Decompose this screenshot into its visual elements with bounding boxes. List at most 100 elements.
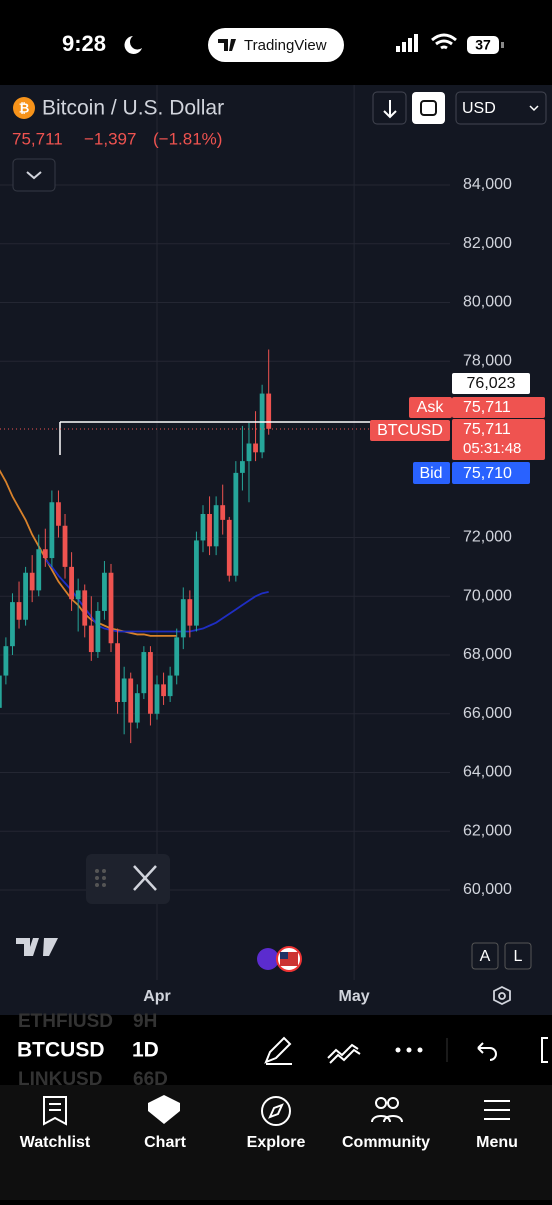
tab-label[interactable]: Watchlist (20, 1134, 91, 1151)
tab-bar (0, 1085, 552, 1200)
watchlist-icon[interactable] (43, 1096, 67, 1126)
tv-watermark (16, 938, 58, 956)
candle-body (62, 525, 68, 567)
plot: 60,000 62,000 64,000 66,000 68,000 70,000 72,0… (0, 85, 512, 1005)
candle-body (207, 514, 212, 547)
moving-average (0, 469, 177, 637)
candle-body (36, 549, 42, 591)
candle-body (233, 472, 239, 576)
candle-body (29, 572, 35, 591)
log-scale-button[interactable] (504, 942, 532, 970)
candle-body (220, 505, 226, 520)
drag-handle (95, 869, 106, 887)
compare-button[interactable] (412, 92, 445, 124)
compare-icon (420, 100, 437, 116)
countdown: 05:31:48 (463, 440, 521, 457)
tab-label[interactable]: Menu (476, 1134, 518, 1151)
auto-scale-button[interactable] (471, 942, 499, 970)
toolbar-interval[interactable]: 1D (132, 1039, 159, 1062)
candle-body (246, 443, 252, 462)
draw-icon[interactable] (264, 1036, 292, 1065)
settings-dot (498, 992, 506, 1000)
menu-icon[interactable] (484, 1100, 510, 1120)
flag-canton (280, 952, 288, 959)
more-icon[interactable] (395, 1047, 423, 1053)
undo-icon[interactable] (477, 1042, 497, 1061)
candle-body (174, 637, 180, 676)
close-x[interactable] (133, 865, 157, 891)
high-price: 76,023 (467, 375, 516, 392)
chart-icon[interactable] (148, 1095, 180, 1124)
y-tick-label: 84,000 (463, 176, 512, 193)
ghost-symbol-below: LINKUSD (18, 1069, 102, 1090)
ghost-interval-above: 9H (133, 1011, 157, 1032)
collapse-button[interactable] (12, 158, 56, 192)
symbol-name: Bitcoin / U.S. Dollar (42, 97, 224, 120)
candle-body (180, 599, 186, 638)
ai-badge[interactable] (257, 948, 279, 970)
header-change-pct: (−1.81%) (153, 129, 222, 148)
ask-label: Ask (417, 399, 445, 416)
indicator-icon[interactable] (327, 1043, 361, 1064)
community-bodies (371, 1115, 403, 1123)
candle-body (82, 590, 88, 626)
candle-body (121, 678, 127, 702)
candle-body (56, 502, 61, 526)
symbol-tag (370, 420, 450, 441)
toolbar-row (0, 1034, 552, 1066)
battery-level: 37 (475, 37, 491, 53)
bid-tag (413, 462, 450, 484)
toolbar-symbol[interactable]: BTCUSD (17, 1039, 105, 1062)
redo-icon[interactable] (541, 1037, 548, 1063)
tab-label[interactable]: Explore (247, 1134, 306, 1151)
candle-body (0, 675, 2, 708)
y-tick-label: 68,000 (463, 646, 512, 663)
candle-body (141, 652, 147, 694)
app-pill[interactable] (208, 28, 344, 62)
floating-panel (86, 854, 170, 904)
candle-body (69, 566, 74, 600)
app-name: TradingView (244, 37, 327, 54)
candle-body (200, 514, 206, 541)
bid-label: Bid (419, 465, 442, 482)
candle-body (240, 461, 245, 473)
header-price: 75,711 (12, 129, 63, 148)
candle-body (128, 678, 134, 723)
last-box (452, 419, 545, 460)
x-tick-label: May (339, 988, 370, 1005)
time: 9:28 (62, 31, 106, 56)
candle-body (42, 549, 48, 559)
select-caret (529, 105, 539, 112)
tab-labels: Watchlist Chart Explore Community Menu (20, 1134, 518, 1151)
tv-logo (218, 39, 236, 51)
candle-body (115, 643, 120, 702)
candle-body (75, 590, 81, 600)
candle-body (16, 602, 22, 620)
candle-body (187, 599, 193, 626)
currency: USD (462, 100, 496, 117)
candle-body (259, 393, 265, 453)
settings-icon[interactable] (493, 985, 511, 1006)
signal-icon (396, 34, 418, 52)
candle-body (102, 572, 107, 611)
ask-tag (409, 397, 452, 418)
chevron (26, 171, 42, 180)
tab-label[interactable]: Chart (144, 1134, 186, 1151)
tab-label[interactable]: Community (342, 1134, 430, 1151)
candle-body (134, 693, 140, 723)
ask-box (452, 397, 545, 418)
candle-body (253, 443, 258, 453)
currency-select[interactable] (455, 91, 547, 125)
explore-icon[interactable] (261, 1096, 291, 1126)
ghost-interval-below: 66D (133, 1069, 168, 1090)
symbol-label: BTCUSD (377, 422, 443, 439)
community-icon[interactable] (375, 1097, 387, 1109)
community-icon-2 (387, 1097, 399, 1109)
y-tick-label: 72,000 (463, 529, 512, 546)
header-change: −1,397 (84, 129, 136, 148)
ghost-symbol-above: ETHFIUSD (18, 1011, 113, 1032)
bid-box (452, 462, 530, 484)
moon-icon (124, 36, 142, 54)
